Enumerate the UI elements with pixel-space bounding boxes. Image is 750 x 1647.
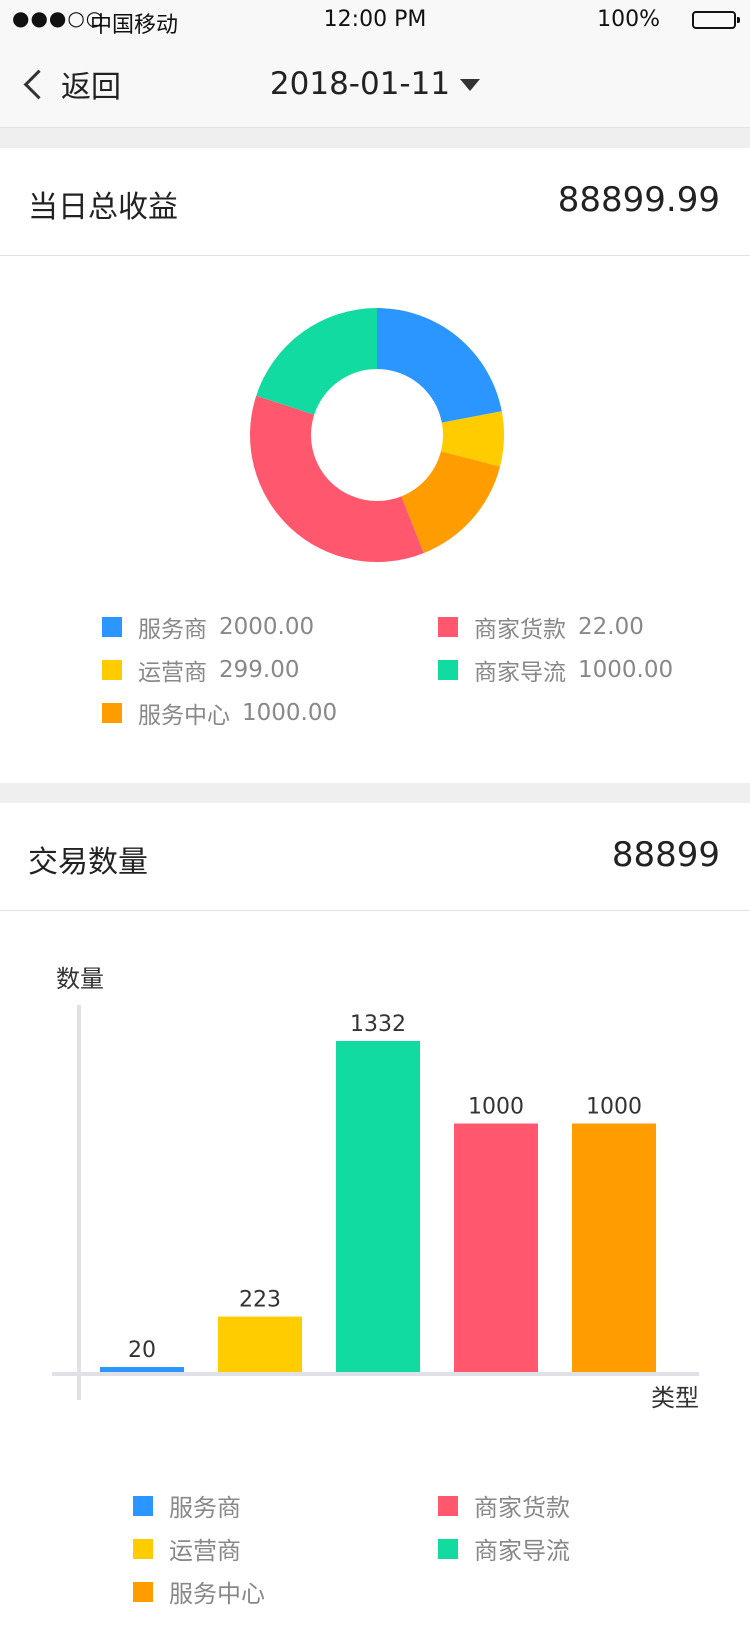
legend-value: 1000.00	[242, 700, 338, 726]
nav-bar: 2018-01-11 返回	[0, 40, 750, 128]
bar-value-label: 20	[128, 1338, 156, 1363]
legend-item: 商家货款	[438, 1488, 570, 1523]
legend-swatch	[102, 617, 122, 637]
legend-item: 商家导流	[438, 1531, 570, 1566]
transactions-title: 交易数量	[28, 845, 148, 880]
section-divider	[0, 128, 750, 148]
legend-label: 商家导流	[474, 1537, 570, 1565]
bar	[100, 1367, 184, 1372]
battery-percent: 100%	[597, 7, 660, 32]
legend-label: 服务中心	[138, 703, 230, 729]
battery-icon	[692, 11, 740, 29]
x-axis-label: 类型	[651, 1384, 699, 1412]
chevron-left-icon	[23, 69, 54, 99]
date-dropdown[interactable]: 2018-01-11	[269, 66, 451, 102]
legend-swatch	[438, 1538, 458, 1559]
legend-value: 2000.00	[219, 614, 315, 640]
revenue-header: 当日总收益 88899.99	[0, 148, 750, 256]
legend-label: 运营商	[169, 1537, 241, 1565]
legend-item: 服务中心 1000.00	[102, 696, 337, 730]
legend-swatch	[133, 1581, 153, 1602]
legend-item: 商家货款 22.00	[438, 610, 644, 644]
donut-slice	[401, 451, 501, 554]
legend-swatch	[438, 617, 458, 637]
bar-value-label: 223	[239, 1288, 281, 1313]
bar-value-label: 1000	[586, 1095, 642, 1120]
carrier-label: 中国移动	[90, 13, 179, 38]
legend-swatch	[102, 660, 122, 680]
donut-slice	[440, 411, 504, 467]
legend-value: 1000.00	[578, 657, 674, 683]
legend-swatch	[133, 1538, 153, 1559]
transactions-header: 交易数量 88899	[0, 803, 750, 911]
legend-swatch	[438, 660, 458, 680]
legend-swatch	[438, 1495, 458, 1516]
legend-item: 服务商	[133, 1488, 241, 1523]
y-axis-label: 数量	[56, 965, 104, 993]
revenue-legend: 服务商 2000.00 商家货款 22.00 运营商 299.00 商家导流 1…	[0, 610, 750, 740]
legend-item: 服务中心	[133, 1574, 265, 1609]
legend-item: 运营商 299.00	[102, 653, 299, 687]
bar-value-label: 1000	[468, 1095, 524, 1120]
date-selector: 2018-01-11	[0, 62, 750, 106]
bar	[572, 1123, 656, 1372]
transactions-legend: 服务商 商家货款 运营商 商家导流 服务中心	[0, 1488, 750, 1618]
back-label: 返回	[61, 70, 121, 105]
legend-label: 服务商	[138, 617, 207, 643]
revenue-title: 当日总收益	[28, 190, 178, 225]
legend-swatch	[133, 1495, 153, 1516]
status-time: 12:00 PM	[323, 7, 427, 32]
legend-item: 商家导流 1000.00	[438, 653, 673, 687]
transactions-total: 88899	[611, 835, 720, 875]
donut-slice	[256, 308, 377, 415]
legend-label: 商家货款	[474, 1494, 570, 1522]
legend-label: 商家货款	[474, 617, 566, 643]
legend-label: 运营商	[138, 660, 207, 686]
section-divider	[0, 783, 750, 803]
legend-item: 运营商	[133, 1531, 241, 1566]
back-button[interactable]: 返回	[20, 62, 121, 106]
legend-swatch	[102, 703, 122, 723]
caret-down-icon[interactable]	[460, 79, 481, 91]
legend-label: 商家导流	[474, 660, 566, 686]
bar	[336, 1041, 420, 1372]
legend-value: 299.00	[219, 657, 300, 683]
donut-slice	[377, 308, 502, 423]
revenue-donut-chart	[249, 308, 504, 562]
bar	[218, 1316, 302, 1372]
donut-slice	[249, 395, 424, 562]
revenue-total: 88899.99	[557, 180, 720, 220]
legend-value: 22.00	[578, 614, 644, 640]
legend-label: 服务中心	[169, 1580, 265, 1608]
bar	[454, 1123, 538, 1372]
signal-icon: ●●●○○	[12, 6, 105, 30]
legend-item: 服务商 2000.00	[102, 610, 314, 644]
status-bar: ●●●○○ 中国移动 12:00 PM 100%	[0, 0, 750, 40]
bar-value-label: 1332	[350, 1012, 406, 1037]
legend-label: 服务商	[169, 1494, 241, 1522]
